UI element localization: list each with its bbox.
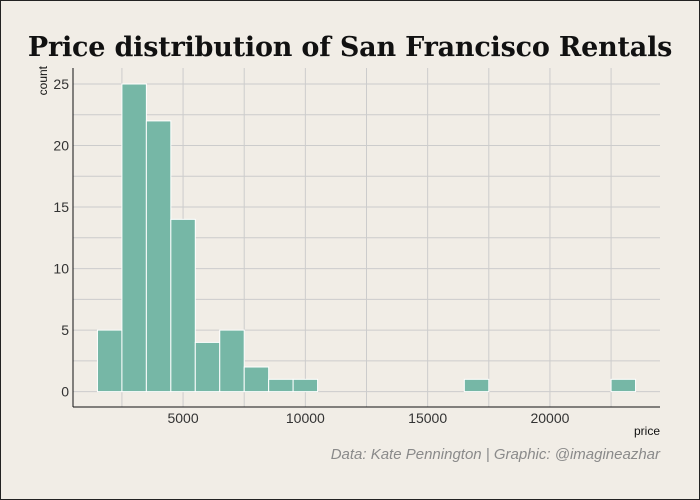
- x-tick-labels: 5000 10000 15000 20000: [167, 410, 569, 426]
- y-tick-labels: 0 5 10 15 20 25: [53, 76, 69, 400]
- x-axis-label: price: [634, 424, 660, 438]
- y-tick-label: 15: [53, 199, 69, 215]
- histogram-bars: [96, 83, 637, 393]
- histogram-bar: [170, 218, 196, 393]
- histogram-bar: [463, 378, 490, 393]
- histogram-bar: [268, 378, 294, 393]
- x-tick-label: 10000: [286, 410, 325, 426]
- y-tick-label: 0: [61, 384, 69, 400]
- histogram-bar: [96, 329, 123, 393]
- histogram-bar: [121, 83, 147, 393]
- histogram-bar: [219, 329, 245, 393]
- y-tick-label: 5: [61, 322, 69, 338]
- histogram-bar: [145, 120, 172, 393]
- histogram-bar: [194, 341, 221, 393]
- chart-title: Price distribution of San Francisco Rent…: [27, 32, 673, 63]
- y-tick-label: 10: [53, 261, 69, 277]
- y-tick-label: 20: [53, 138, 69, 154]
- chart-caption: Data: Kate Pennington | Graphic: @imagin…: [330, 446, 660, 463]
- x-tick-label: 20000: [530, 410, 569, 426]
- y-axis-label: count: [36, 65, 50, 95]
- axes: [72, 68, 660, 408]
- y-tick-label: 25: [53, 76, 69, 92]
- histogram-bar: [610, 378, 637, 393]
- x-tick-label: 5000: [167, 410, 198, 426]
- histogram-bar: [243, 366, 270, 393]
- histogram-bar: [292, 378, 319, 393]
- x-tick-label: 15000: [408, 410, 447, 426]
